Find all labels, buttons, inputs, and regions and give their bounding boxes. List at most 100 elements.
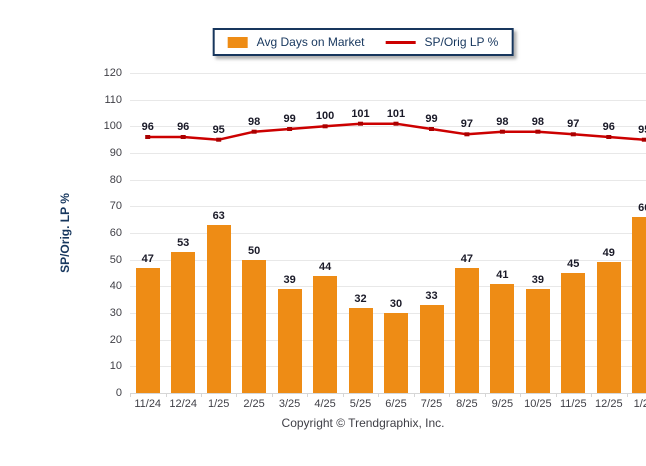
gridline	[130, 393, 646, 394]
line-marker-icon	[180, 135, 186, 139]
bar-value-label: 45	[567, 258, 580, 270]
line-marker-icon	[535, 129, 541, 134]
x-tick-label: 5/25	[349, 398, 372, 410]
line-series-svg	[145, 121, 646, 142]
bar	[419, 305, 444, 393]
gridline	[130, 286, 646, 288]
bar-value-label: 53	[177, 236, 190, 249]
line-marker-icon	[216, 137, 222, 142]
x-axis-tick	[236, 393, 238, 397]
x-axis-tick	[449, 393, 451, 397]
line-value-label: 97	[567, 118, 580, 131]
x-axis-tick	[413, 393, 415, 397]
line-marker-icon	[393, 121, 399, 126]
line-value-label: 100	[315, 110, 335, 123]
x-tick-label: 4/25	[314, 398, 336, 410]
line-value-label: 98	[496, 115, 509, 128]
x-tick-label: 12/25	[595, 398, 623, 410]
y-axis-title: SP/Orig. LP %	[58, 193, 72, 273]
y-tick-label: 100	[103, 120, 122, 133]
line-value-label: 96	[177, 121, 190, 133]
x-axis-tick	[271, 393, 273, 397]
line-value-label: 96	[141, 121, 154, 133]
bar-value-label: 47	[460, 252, 474, 265]
bar	[242, 259, 267, 393]
y-axis-ticks: 0 10 20 30 40 50 60 70 80 90 100 110 120	[80, 67, 122, 399]
line-value-label: 95	[638, 123, 646, 136]
line-marker-icon	[145, 135, 151, 139]
chart-figure: Avg Days on Market SP/Orig LP % SP/Orig.…	[40, 16, 646, 450]
bar-value-label: 63	[212, 210, 225, 222]
bar-value-label: 49	[602, 247, 615, 260]
bar-value-label: 32	[354, 292, 367, 305]
legend: Avg Days on Market SP/Orig LP %	[212, 28, 514, 56]
x-axis-tick	[626, 393, 628, 397]
x-tick-label: 1/26	[633, 398, 646, 410]
x-tick-label: 11/24	[134, 398, 162, 410]
line-marker-icon	[287, 127, 293, 131]
x-axis-tick	[307, 393, 309, 397]
line-marker-icon	[499, 129, 505, 134]
line-marker-icon	[570, 132, 576, 137]
line-value-label: 95	[212, 123, 225, 136]
line-value-label: 99	[283, 113, 296, 125]
bar	[171, 251, 196, 393]
line-series-swatch-icon	[385, 40, 416, 44]
y-tick-label: 110	[104, 93, 122, 106]
gridline	[130, 99, 646, 101]
line-value-label: 99	[425, 113, 438, 125]
x-axis-tick	[130, 393, 131, 397]
gridline	[130, 73, 646, 74]
x-tick-label: 9/25	[491, 398, 514, 410]
line-marker-icon	[251, 129, 257, 134]
bar-series-swatch-icon	[227, 36, 248, 48]
copyright-text: Copyright © Trendgraphix, Inc.	[281, 416, 445, 430]
line-marker-icon	[358, 121, 363, 126]
y-tick-label: 50	[109, 253, 122, 266]
bar-series-legend-label: Avg Days on Market	[256, 35, 365, 49]
bar-value-label: 41	[496, 268, 509, 281]
bar-value-label: 39	[283, 274, 296, 286]
x-axis-tick	[520, 393, 522, 397]
y-tick-label: 30	[109, 307, 122, 319]
gridline	[130, 179, 646, 181]
x-tick-label: 8/25	[456, 398, 478, 410]
line-marker-icon	[606, 135, 612, 139]
bar	[277, 289, 302, 393]
x-axis-tick	[165, 393, 167, 397]
x-axis-tick	[342, 393, 344, 397]
bar-value-label: 47	[141, 252, 154, 265]
gridline	[130, 233, 646, 234]
line-value-label: 97	[460, 118, 474, 131]
x-tick-label: 10/25	[524, 398, 552, 410]
x-axis-tick	[378, 393, 380, 397]
gridline	[130, 206, 646, 208]
bar-value-label: 30	[389, 298, 403, 310]
line-value-label: 96	[602, 121, 615, 133]
x-axis-tick	[200, 393, 202, 397]
bar	[206, 225, 231, 393]
line-series-legend-label: SP/Orig LP %	[424, 35, 499, 49]
bar	[490, 283, 515, 393]
y-tick-label: 120	[103, 67, 122, 79]
x-axis-tick	[484, 393, 486, 397]
bar	[632, 217, 646, 393]
bar	[454, 267, 479, 393]
gridline	[130, 126, 646, 128]
line-value-label: 98	[247, 115, 261, 128]
gridline	[130, 259, 646, 261]
line-marker-icon	[322, 124, 328, 129]
bar	[596, 262, 621, 393]
y-tick-label: 10	[109, 360, 122, 373]
x-tick-label: 3/25	[278, 398, 301, 410]
x-tick-label: 2/25	[243, 398, 265, 410]
x-tick-label: 6/25	[385, 398, 407, 410]
bar	[313, 275, 338, 393]
bar-value-label: 66	[638, 202, 646, 214]
x-tick-label: 12/24	[169, 398, 197, 410]
plot-area: 47 53 63 50 39 44 32 30 33 47 41 39 45 49 66 11/24 12/24…	[130, 73, 646, 410]
bar-value-label: 39	[531, 274, 545, 286]
line-value-label: 98	[531, 115, 545, 128]
y-tick-label: 60	[109, 227, 122, 239]
bar	[384, 313, 408, 393]
